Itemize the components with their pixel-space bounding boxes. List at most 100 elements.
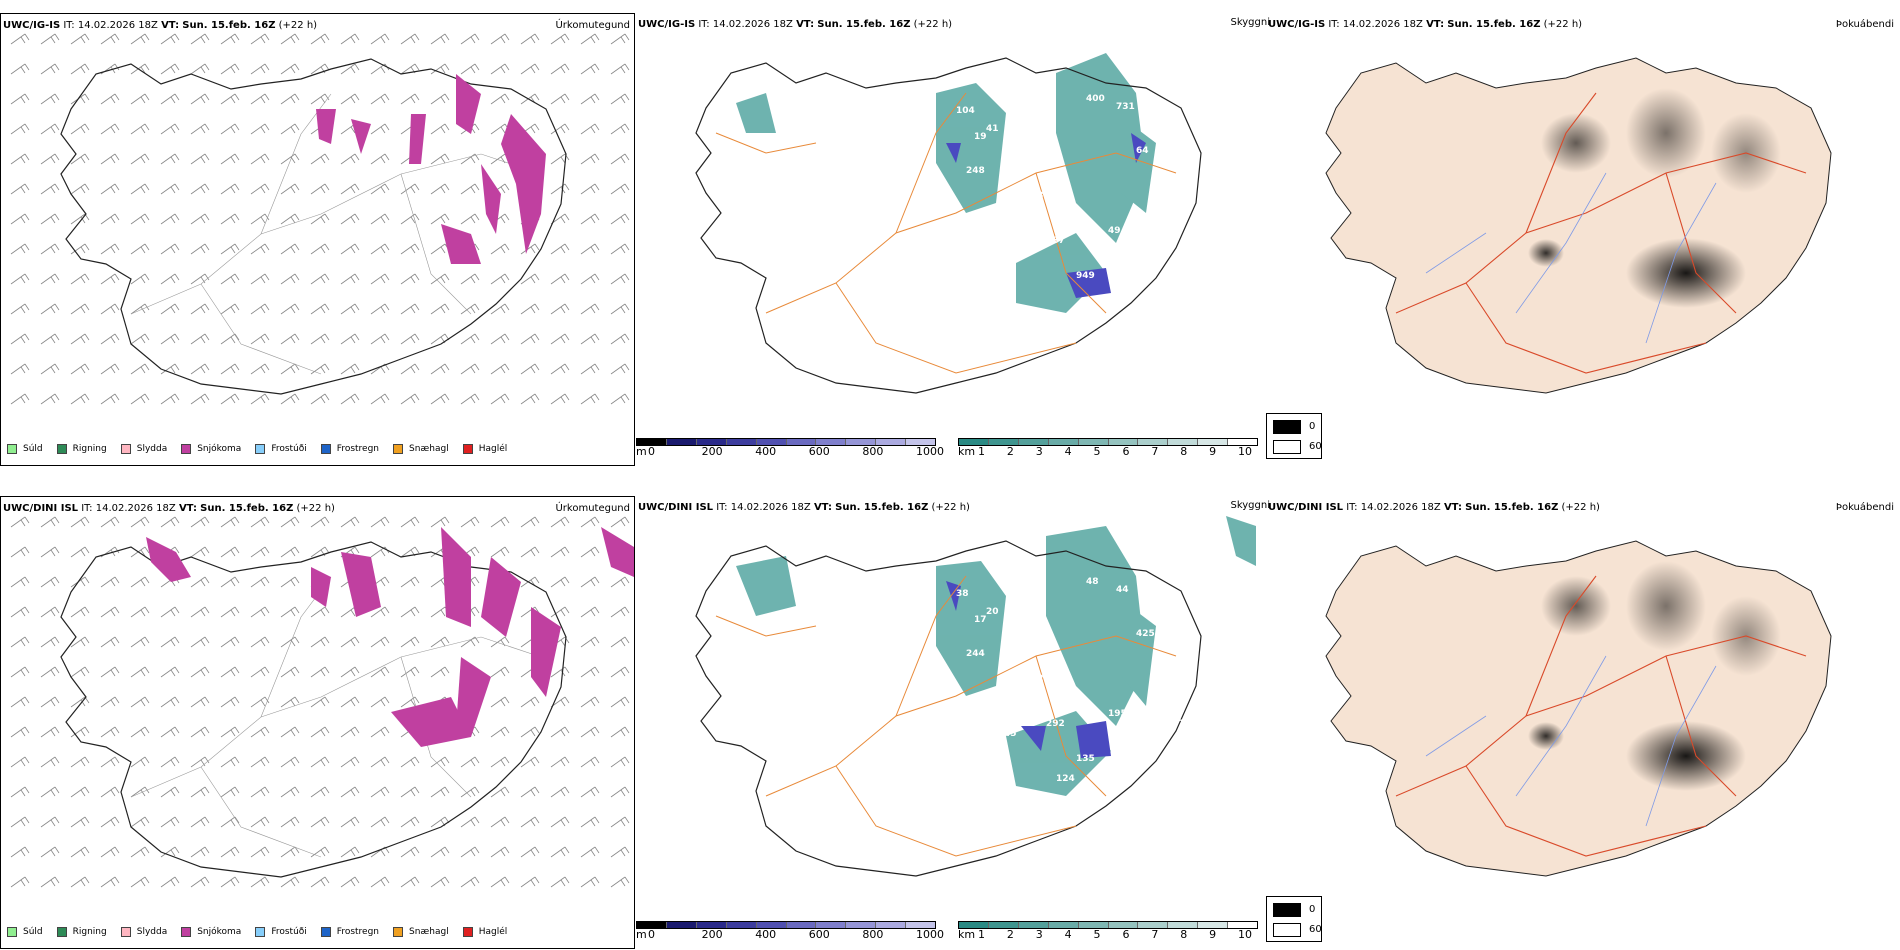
wind-barb [430, 153, 450, 165]
wind-barb [130, 726, 150, 738]
wind-barb [580, 123, 600, 135]
legend-label: Frostregn [336, 927, 380, 937]
wind-barb [70, 636, 90, 648]
wind-barb [430, 63, 450, 75]
wind-barb [550, 393, 570, 405]
legend-label: Súld [23, 927, 43, 937]
wind-barb [130, 606, 150, 618]
wind-barb [10, 816, 30, 828]
wind-barb [100, 546, 120, 558]
wind-barb [160, 756, 180, 768]
wind-barb [370, 243, 390, 255]
wind-barb [550, 273, 570, 285]
colorbar-step [1198, 922, 1229, 928]
wind-barb [100, 516, 120, 528]
cloud-base-label: 169 [1166, 221, 1185, 231]
wind-barb [490, 696, 510, 708]
legend-label: Frostúði [271, 927, 307, 937]
wind-barb [160, 153, 180, 165]
wind-barb [190, 123, 210, 135]
wind-barb [310, 153, 330, 165]
wind-barb [280, 33, 300, 45]
wind-barb [250, 606, 270, 618]
wind-barb [100, 696, 120, 708]
wind-barb [220, 393, 240, 405]
wind-barb [370, 516, 390, 528]
wind-barb [580, 666, 600, 678]
wind-barb [370, 333, 390, 345]
cloud-base-label: 414 [1021, 216, 1040, 226]
wind-barb [430, 636, 450, 648]
wind-barb [40, 303, 60, 315]
wind-barb [340, 816, 360, 828]
wind-barb [580, 606, 600, 618]
wind-barb [10, 243, 30, 255]
wind-barb [70, 63, 90, 75]
visibility-colorbar-igis [958, 438, 1258, 446]
fog-legend-igis: 0 60 [1266, 413, 1322, 459]
wind-barb [130, 243, 150, 255]
legend-label: Rigning [72, 444, 107, 454]
wind-barb [340, 756, 360, 768]
colorbar-step [876, 922, 907, 928]
wind-barb [550, 363, 570, 375]
wind-barb [310, 636, 330, 648]
wind-barb [520, 846, 540, 858]
legend-swatch [320, 927, 331, 937]
fog-map-dini [1325, 540, 1832, 877]
wind-barb [610, 393, 630, 405]
colorbar-step [1078, 439, 1109, 445]
legend-label: Súld [23, 444, 43, 454]
wind-barb [160, 816, 180, 828]
wind-barb [580, 243, 600, 255]
fog-legend-label: 60 [1309, 441, 1322, 452]
wind-barb [400, 363, 420, 375]
wind-barb [520, 726, 540, 738]
wind-barb [100, 876, 120, 888]
colorbar-step [726, 439, 757, 445]
iceland-land [1325, 540, 1832, 877]
wind-barb [10, 333, 30, 345]
wind-barb [550, 333, 570, 345]
cloud-base-label: 49 [1108, 226, 1121, 236]
legend-item: Haglél [462, 444, 507, 454]
low-visibility-areas [736, 516, 1256, 796]
wind-barb [10, 363, 30, 375]
wind-barb [190, 393, 210, 405]
colorbar-step [637, 439, 667, 445]
wind-barb [340, 876, 360, 888]
iceland-outline [60, 58, 567, 395]
wind-barb [400, 666, 420, 678]
cloud-base-label: 266 [1156, 689, 1175, 699]
wind-barb [340, 213, 360, 225]
cloud-base-label: 17 [974, 615, 987, 625]
legend-label: Slydda [136, 444, 168, 454]
wind-barb [490, 333, 510, 345]
wind-barb [100, 333, 120, 345]
wind-barb [430, 846, 450, 858]
colorbar-tick: 9 [1209, 928, 1217, 941]
cloud-base-label: 949 [1076, 271, 1095, 281]
wind-barb [310, 33, 330, 45]
wind-barb [550, 516, 570, 528]
precip-title: Úrkomutegund [555, 503, 630, 514]
cloud-base-label: 292 [1046, 719, 1065, 729]
wind-barb [340, 393, 360, 405]
snow-areas [146, 527, 634, 747]
cloud-base-label: 195 [1108, 709, 1127, 719]
wind-barb [160, 213, 180, 225]
legend-swatch [7, 927, 17, 937]
wind-barb [430, 363, 450, 375]
fog-map-igis [1325, 57, 1832, 394]
fog-legend-label: 60 [1309, 924, 1322, 935]
wind-barb [160, 63, 180, 75]
wind-barb [490, 303, 510, 315]
wind-barbs [10, 33, 630, 405]
wind-barb [550, 123, 570, 135]
wind-barb [250, 756, 270, 768]
wind-barb [10, 696, 30, 708]
wind-barb [280, 183, 300, 195]
colorbar-step [666, 922, 697, 928]
wind-barb [430, 756, 450, 768]
colorbar-unit: m [636, 445, 647, 458]
